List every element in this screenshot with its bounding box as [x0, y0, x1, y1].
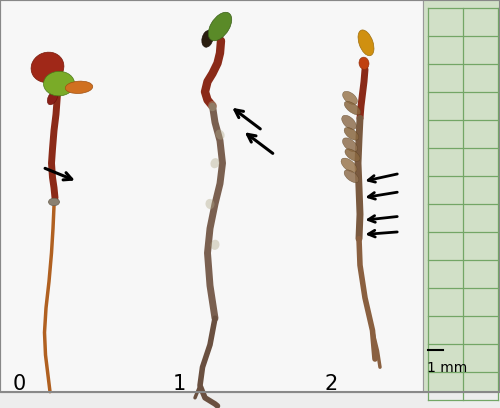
Ellipse shape	[344, 170, 359, 183]
Ellipse shape	[344, 127, 359, 140]
Ellipse shape	[341, 158, 357, 173]
Text: 0: 0	[12, 374, 26, 394]
Ellipse shape	[66, 81, 92, 93]
Ellipse shape	[208, 101, 217, 111]
Ellipse shape	[344, 102, 360, 115]
Ellipse shape	[44, 71, 74, 96]
Ellipse shape	[210, 240, 220, 250]
Ellipse shape	[342, 138, 357, 152]
Bar	[422, 0, 500, 392]
Ellipse shape	[342, 91, 357, 104]
Ellipse shape	[48, 91, 58, 105]
Text: 2: 2	[324, 374, 337, 394]
Bar	[0, 0, 422, 392]
Ellipse shape	[48, 198, 60, 206]
Ellipse shape	[31, 52, 64, 82]
Ellipse shape	[202, 30, 213, 47]
Ellipse shape	[345, 149, 360, 161]
Ellipse shape	[210, 158, 220, 168]
Ellipse shape	[359, 57, 369, 69]
Text: 1: 1	[172, 374, 186, 394]
Ellipse shape	[208, 12, 232, 41]
Ellipse shape	[216, 130, 224, 140]
Text: 1 mm: 1 mm	[428, 361, 468, 375]
Ellipse shape	[206, 199, 214, 209]
Ellipse shape	[358, 30, 374, 56]
Ellipse shape	[342, 115, 356, 130]
